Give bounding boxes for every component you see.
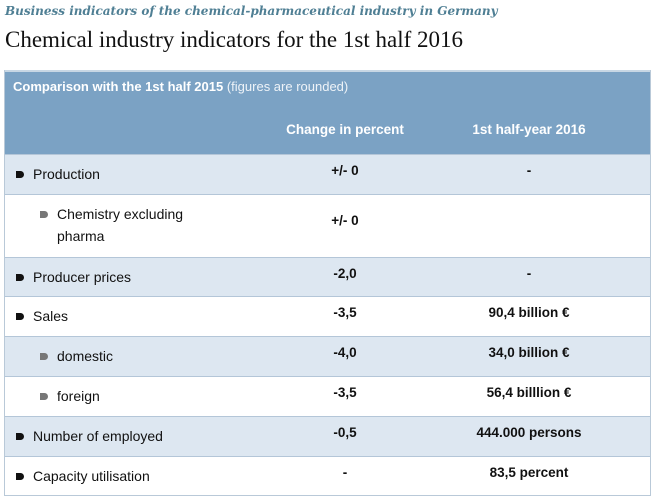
indicators-table: Comparison with the 1st half 2015 (figur…: [4, 70, 651, 496]
value-cell: 90,4 billion €: [488, 305, 570, 320]
bullet-icon: [16, 171, 24, 178]
bullet-icon: [40, 393, 48, 400]
caption-bold: Comparison with the 1st half 2015: [13, 79, 224, 94]
change-cell: -0,5: [333, 425, 357, 440]
row-label-text: foreign: [57, 388, 100, 404]
change-cell: -3,5: [333, 385, 357, 400]
value-cell: 34,0 billion €: [488, 345, 570, 360]
table-row: Capacity utilisation - 83,5 percent: [5, 456, 650, 495]
row-label: Chemistry excluding pharma: [40, 203, 210, 247]
row-label-text: Chemistry excluding pharma: [57, 206, 184, 244]
bullet-icon: [16, 313, 24, 320]
value-cell: -: [526, 163, 532, 178]
change-cell: -4,0: [333, 345, 357, 360]
table-header: Comparison with the 1st half 2015 (figur…: [5, 70, 650, 154]
row-label: Number of employed: [16, 425, 163, 447]
change-cell: -: [342, 465, 348, 480]
change-cell: +/- 0: [331, 213, 359, 228]
column-header-value: 1st half-year 2016: [472, 122, 586, 137]
row-label-text: Number of employed: [33, 428, 163, 444]
row-label: Production: [16, 163, 100, 185]
row-label-text: Producer prices: [33, 269, 132, 285]
change-cell: -3,5: [333, 305, 357, 320]
value-cell: -: [526, 266, 532, 281]
row-label-text: Production: [33, 166, 100, 182]
bullet-icon: [40, 353, 48, 360]
row-label: foreign: [40, 385, 100, 407]
table-row: domestic -4,0 34,0 billion €: [5, 336, 650, 376]
bullet-icon: [16, 473, 24, 480]
row-label: Sales: [16, 305, 68, 327]
table-caption: Comparison with the 1st half 2015 (figur…: [13, 79, 348, 94]
table-row: Producer prices -2,0 -: [5, 257, 650, 296]
row-label: Capacity utilisation: [16, 465, 150, 487]
value-cell: 56,4 billlion €: [486, 385, 572, 400]
bullet-icon: [16, 274, 24, 281]
table-row: foreign -3,5 56,4 billlion €: [5, 376, 650, 416]
table-row: Production +/- 0 -: [5, 154, 650, 194]
value-cell: 444.000 persons: [476, 425, 582, 440]
column-header-change: Change in percent: [286, 122, 404, 137]
row-label-text: Sales: [33, 308, 69, 324]
bullet-icon: [40, 211, 48, 218]
kicker: Business indicators of the chemical-phar…: [5, 4, 498, 18]
row-label: domestic: [40, 345, 113, 367]
change-cell: -2,0: [333, 266, 357, 281]
caption-note: (figures are rounded): [226, 79, 349, 94]
value-cell: 83,5 percent: [489, 465, 569, 480]
row-label-text: domestic: [57, 348, 114, 364]
row-label-text: Capacity utilisation: [33, 468, 150, 484]
page-title: Chemical industry indicators for the 1st…: [5, 27, 463, 52]
table-row: Sales -3,5 90,4 billion €: [5, 296, 650, 336]
bullet-icon: [16, 433, 24, 440]
table-row: Chemistry excluding pharma +/- 0: [5, 194, 650, 257]
table-row: Number of employed -0,5 444.000 persons: [5, 416, 650, 456]
row-label: Producer prices: [16, 266, 131, 288]
change-cell: +/- 0: [331, 163, 359, 178]
